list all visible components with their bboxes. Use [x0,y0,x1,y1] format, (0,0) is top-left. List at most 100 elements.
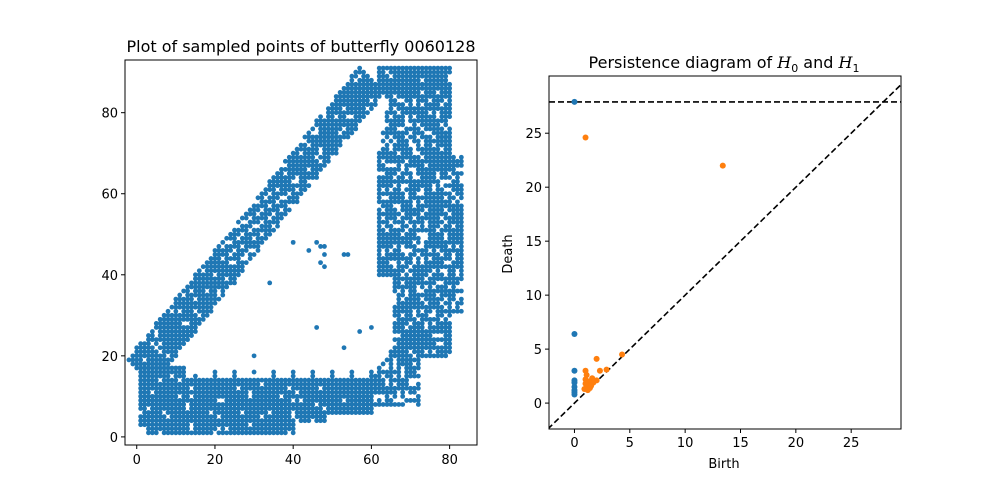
butterfly-point [325,150,331,156]
butterfly-point [384,110,390,116]
butterfly-point [404,207,409,213]
butterfly-point [435,256,441,261]
butterfly-point [306,146,312,152]
butterfly-point [310,406,316,411]
butterfly-point [271,385,277,391]
butterfly-point [353,398,359,403]
butterfly-point [353,393,359,399]
butterfly-point [427,179,433,184]
butterfly-point [427,280,433,286]
butterfly-point [427,122,433,128]
butterfly-point [451,171,456,176]
butterfly-point [384,373,390,379]
butterfly-point [412,130,417,136]
butterfly-point [181,333,187,338]
butterfly-point [149,385,155,391]
butterfly-point [181,426,187,432]
butterfly-point [372,377,378,383]
butterfly-point [392,142,398,148]
butterfly-point [376,385,382,391]
butterfly-point [369,81,374,87]
butterfly-point [349,94,355,99]
butterfly-point [384,183,390,189]
butterfly-point [435,207,441,213]
butterfly-point [333,110,339,116]
butterfly-point [333,146,339,152]
butterfly-point [435,142,441,148]
butterfly-point [431,199,437,205]
butterfly-point [396,162,402,168]
butterfly-point [419,316,425,322]
butterfly-point [337,106,343,112]
butterfly-point [380,377,386,383]
right-axes-frame [548,75,902,430]
butterfly-point [419,345,425,351]
butterfly-point [329,146,335,152]
butterfly-point [318,162,323,168]
butterfly-point [408,150,413,156]
butterfly-point [408,369,413,375]
butterfly-point [134,353,140,359]
butterfly-point [325,122,331,128]
butterfly-point [443,138,449,144]
butterfly-point [255,414,261,420]
butterfly-point [157,398,163,403]
butterfly-point [408,398,413,403]
butterfly-point [173,337,179,343]
butterfly-point [224,377,230,383]
butterfly-point [361,410,366,415]
butterfly-point [404,361,409,367]
butterfly-point [204,410,210,415]
butterfly-point [157,402,163,407]
butterfly-point [200,292,206,298]
butterfly-point [376,65,382,71]
butterfly-point [216,430,222,436]
butterfly-point [349,73,355,79]
butterfly-point [435,316,441,322]
butterfly-point [392,158,398,164]
butterfly-point [372,98,378,103]
butterfly-point [196,272,202,278]
butterfly-point [239,235,245,241]
butterfly-point [404,179,409,184]
butterfly-point [290,385,296,391]
butterfly-point [427,154,433,160]
butterfly-point [392,146,398,152]
butterfly-point [275,410,280,415]
butterfly-point [243,215,249,221]
butterfly-point [404,154,409,160]
butterfly-point [153,377,159,383]
butterfly-point [376,183,382,189]
butterfly-point [439,203,445,209]
butterfly-point [396,329,402,334]
butterfly-point [447,312,453,318]
butterfly-point [412,118,417,124]
butterfly-point [200,276,206,282]
butterfly-point [138,381,144,387]
butterfly-point [212,264,218,270]
butterfly-point [415,65,421,71]
butterfly-point [412,69,417,75]
butterfly-point [161,316,167,322]
butterfly-point [392,252,398,257]
butterfly-point [224,248,230,253]
butterfly-point [282,191,288,197]
butterfly-point [146,357,151,363]
butterfly-point [322,381,327,387]
butterfly-point [212,393,218,399]
butterfly-point [290,389,296,395]
butterfly-point [236,418,241,424]
butterfly-point [404,284,409,290]
butterfly-point [380,381,386,387]
butterfly-point [423,94,429,99]
butterfly-point [435,244,441,249]
butterfly-point [447,150,453,156]
butterfly-point [439,94,445,99]
butterfly-point [439,248,445,253]
butterfly-point [329,398,335,403]
butterfly-point [427,118,433,124]
butterfly-point [447,276,453,282]
persistence-diagram: Persistence diagram of H0 and H1 0 5 10 15 2… [501,53,902,472]
butterfly-point [349,398,355,403]
butterfly-point [271,219,277,225]
